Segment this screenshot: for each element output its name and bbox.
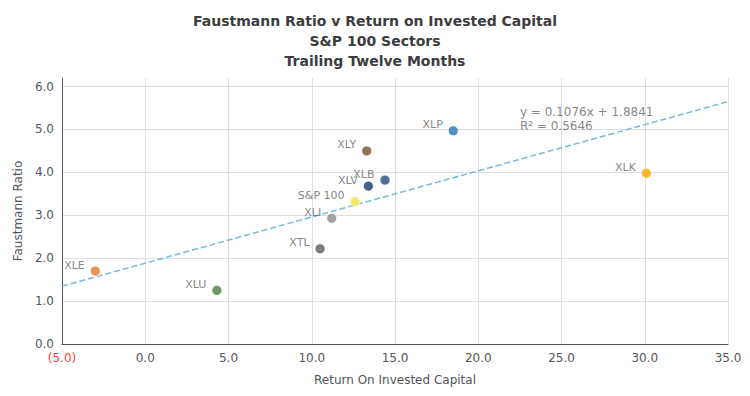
svg-text:XLV: XLV <box>337 173 358 187</box>
svg-text:Trailing Twelve Months: Trailing Twelve Months <box>285 53 466 69</box>
svg-text:15.0: 15.0 <box>382 351 409 365</box>
svg-text:6.0: 6.0 <box>35 80 54 94</box>
svg-text:(5.0): (5.0) <box>48 351 76 365</box>
svg-text:35.0: 35.0 <box>715 351 742 365</box>
svg-text:25.0: 25.0 <box>548 351 575 365</box>
svg-text:XLI: XLI <box>304 206 321 219</box>
svg-text:S&P 100: S&P 100 <box>298 189 345 202</box>
svg-text:Faustmann Ratio v Return on In: Faustmann Ratio v Return on Invested Cap… <box>193 13 557 29</box>
svg-text:XLP: XLP <box>422 118 443 131</box>
svg-text:XLE: XLE <box>64 259 85 272</box>
svg-text:10.0: 10.0 <box>298 351 325 365</box>
svg-text:20.0: 20.0 <box>465 351 492 365</box>
svg-text:5.0: 5.0 <box>219 351 238 365</box>
svg-text:1.0: 1.0 <box>35 294 54 308</box>
svg-text:XLU: XLU <box>185 278 206 291</box>
svg-text:Return On Invested Capital: Return On Invested Capital <box>314 373 476 387</box>
svg-text:5.0: 5.0 <box>35 122 54 136</box>
svg-text:y = 0.1076x + 1.8841: y = 0.1076x + 1.8841 <box>520 105 654 119</box>
svg-text:R² = 0.5646: R² = 0.5646 <box>520 119 593 133</box>
svg-text:0.0: 0.0 <box>136 351 155 365</box>
svg-text:4.0: 4.0 <box>35 165 54 179</box>
svg-text:XLY: XLY <box>337 138 356 151</box>
svg-text:30.0: 30.0 <box>631 351 658 365</box>
svg-text:XTL: XTL <box>289 236 310 249</box>
svg-text:XLB: XLB <box>353 168 374 181</box>
svg-text:0.0: 0.0 <box>35 337 54 351</box>
svg-text:XLK: XLK <box>615 161 637 174</box>
svg-text:3.0: 3.0 <box>35 208 54 222</box>
svg-text:2.0: 2.0 <box>35 251 54 265</box>
svg-text:Faustmann Ratio: Faustmann Ratio <box>11 161 25 262</box>
svg-text:S&P 100 Sectors: S&P 100 Sectors <box>310 33 441 49</box>
